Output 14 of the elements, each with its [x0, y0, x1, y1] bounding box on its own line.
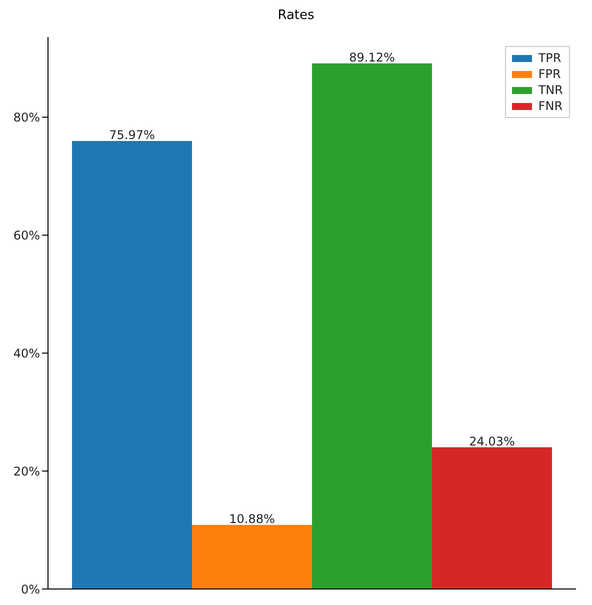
data-label: 24.03%	[469, 434, 515, 448]
y-tick-label: 80%	[13, 110, 40, 124]
legend-label: FPR	[538, 66, 561, 82]
y-tick-label: 0%	[20, 582, 40, 596]
chart-title: Rates	[276, 8, 316, 23]
y-tick-label: 40%	[13, 346, 40, 360]
data-label: 10.88%	[229, 512, 275, 526]
legend-label: TNR	[538, 82, 563, 98]
data-label: 75.97%	[109, 128, 155, 142]
legend-label: FNR	[538, 98, 563, 114]
y-tick-label: 60%	[13, 228, 40, 242]
data-label: 89.12%	[349, 50, 395, 64]
y-tick-label: 20%	[13, 464, 40, 478]
legend-label: TPR	[538, 50, 562, 66]
